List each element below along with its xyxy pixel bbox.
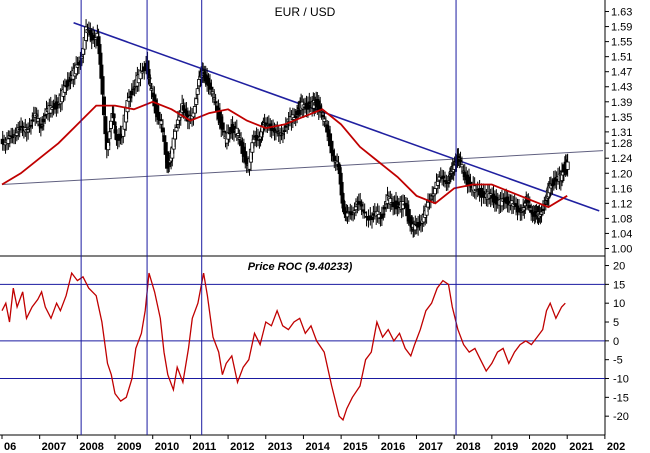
x-tick-label: 2011 <box>192 441 216 453</box>
x-tick-label: 2008 <box>79 441 103 453</box>
x-tick-label: 2014 <box>305 441 330 453</box>
price-bar <box>142 66 147 72</box>
price-bar <box>522 207 527 211</box>
roc-panel: 20 15 10 5 0 -5 -10 -15 -20 <box>0 261 629 436</box>
roc-y-tick-label: 5 <box>613 317 619 329</box>
x-tick-label: 2021 <box>569 441 593 453</box>
price-y-tick-label: 1.55 <box>611 37 632 49</box>
price-bar <box>222 130 227 133</box>
x-tick-label: 2010 <box>155 441 179 453</box>
price-bar <box>361 209 366 212</box>
roc-y-tick-label: 15 <box>613 279 625 291</box>
moving-average-line <box>1 100 568 209</box>
x-tick-label: 2012 <box>230 441 254 453</box>
x-tick-label: 2015 <box>343 441 367 453</box>
x-tick-label: 06 <box>4 441 16 453</box>
price-bar <box>565 161 570 170</box>
price-bar <box>362 211 367 214</box>
vertical-markers <box>80 0 457 435</box>
roc-y-tick-label: -20 <box>613 411 629 423</box>
x-tick-label: 2013 <box>268 441 292 453</box>
roc-line <box>1 271 566 422</box>
price-y-tick-label: 1.59 <box>611 22 632 34</box>
price-bar <box>140 71 145 74</box>
x-tick-label: 202 <box>607 441 625 453</box>
x-tick-label: 2016 <box>381 441 405 453</box>
price-panel: 1.63 1.59 1.55 1.51 1.47 1.43 1.39 1.35 1.311.28… <box>0 0 632 435</box>
roc-panel-title: Price ROC (9.40233) <box>248 261 353 273</box>
price-bar <box>111 113 116 119</box>
price-y-tick-label: 1.35 <box>611 112 632 124</box>
roc-y-tick-label: 20 <box>613 261 625 273</box>
price-bar <box>113 129 118 134</box>
x-tick-label: 2020 <box>532 441 556 453</box>
price-y-tick-label: 1.39 <box>611 97 632 109</box>
price-y-tick-label: 1.04 <box>611 228 632 240</box>
roc-y-tick-label: 0 <box>613 336 619 348</box>
price-y-tick-label: 1.12 <box>611 198 632 210</box>
roc-y-tick-label: 10 <box>613 298 625 310</box>
roc-y-tick-label: -10 <box>613 374 629 386</box>
price-bar <box>459 164 464 168</box>
x-tick-label: 2009 <box>117 441 141 453</box>
price-panel-title: EUR / USD <box>275 5 336 19</box>
price-y-tick-label: 1.20 <box>611 168 632 180</box>
price-bar <box>100 76 105 95</box>
price-y-tick-label: 1.31 <box>611 127 632 139</box>
x-tick-label: 2019 <box>494 441 518 453</box>
roc-y-tick-label: -15 <box>613 392 629 404</box>
price-y-tick-label: 1.51 <box>611 52 632 64</box>
price-bar <box>98 52 103 65</box>
price-y-tick-label: 1.63 <box>611 7 632 19</box>
price-y-tick-label: 1.24 <box>611 153 632 165</box>
roc-y-tick-label: -5 <box>613 355 623 367</box>
price-y-tick-label: 1.00 <box>611 243 632 255</box>
x-axis: 06 2007 2008 2009 2010 2011 2012 2013 2014 2015 20… <box>1 435 625 453</box>
x-tick-label: 2018 <box>456 441 480 453</box>
price-bar <box>174 127 179 132</box>
price-bar <box>106 142 111 151</box>
price-y-tick-label: 1.28 <box>611 138 632 150</box>
price-y-tick-label: 1.47 <box>611 67 632 79</box>
ascending-trendline <box>1 150 604 186</box>
price-bar <box>282 130 287 133</box>
x-tick-label: 2017 <box>418 441 442 453</box>
descending-trendline <box>73 22 600 212</box>
price-y-tick-label: 1.08 <box>611 213 632 225</box>
price-y-tick-label: 1.43 <box>611 82 632 94</box>
price-bar <box>112 121 117 126</box>
price-y-tick-label: 1.16 <box>611 183 632 195</box>
price-bar <box>147 77 152 80</box>
x-tick-label: 2007 <box>42 441 66 453</box>
